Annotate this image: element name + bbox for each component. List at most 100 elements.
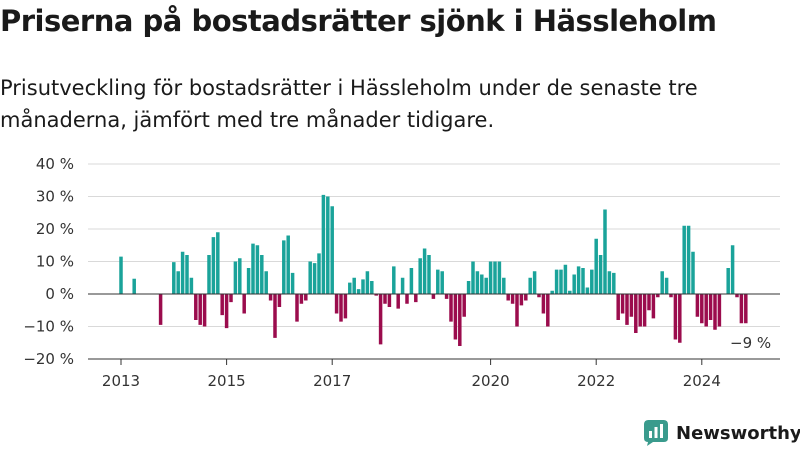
bar	[568, 290, 572, 294]
x-tick-label: 2015	[208, 372, 246, 390]
bar	[664, 277, 669, 294]
bar	[321, 194, 326, 295]
bar	[436, 269, 440, 295]
bar	[251, 243, 255, 295]
bar	[524, 294, 528, 301]
bar	[713, 294, 717, 330]
bar	[673, 294, 678, 340]
bar	[304, 294, 308, 301]
bar	[339, 294, 343, 322]
y-tick-label: 40 %	[36, 155, 74, 173]
bar	[308, 261, 312, 294]
x-axis: 2013 2015 2017 2020 2022 2024	[88, 293, 780, 390]
bar	[581, 268, 585, 294]
bar	[282, 240, 286, 295]
bar	[647, 294, 651, 311]
bar	[453, 294, 458, 340]
bar	[537, 294, 541, 298]
bar	[700, 294, 704, 324]
x-tick-label: 2020	[472, 372, 510, 390]
y-tick-label: 10 %	[36, 253, 74, 271]
bar	[620, 294, 625, 314]
bar	[726, 268, 730, 294]
bar	[554, 269, 559, 295]
bar	[198, 294, 202, 325]
bar	[585, 287, 590, 294]
bar	[493, 261, 497, 294]
bar	[238, 258, 242, 294]
bar	[563, 264, 568, 294]
bar	[480, 274, 484, 294]
bar	[704, 294, 708, 327]
bar	[409, 268, 414, 294]
bar	[669, 294, 673, 298]
y-tick-label: 20 %	[36, 220, 74, 238]
bar	[242, 294, 246, 314]
y-tick-label: 30 %	[36, 188, 74, 206]
bar	[616, 294, 620, 320]
x-tick-label: 2022	[577, 372, 615, 390]
bar	[365, 271, 370, 294]
bars	[119, 194, 748, 346]
bar	[119, 256, 123, 295]
bar	[559, 269, 563, 295]
bar	[484, 277, 488, 294]
bar	[717, 294, 722, 327]
bar	[431, 294, 436, 299]
bar	[290, 272, 295, 295]
bar	[449, 294, 453, 322]
bar	[594, 238, 598, 294]
bar	[572, 274, 576, 294]
bar	[370, 281, 374, 294]
x-tick-label: 2024	[683, 372, 721, 390]
bar	[642, 294, 647, 327]
bar	[546, 294, 550, 327]
bar	[317, 253, 321, 295]
bar	[708, 294, 713, 320]
brand-name: Newsworthy	[676, 422, 800, 444]
bar	[172, 262, 176, 294]
bar	[444, 294, 449, 299]
bar	[634, 294, 638, 333]
bar	[466, 281, 471, 294]
bar	[510, 294, 515, 304]
bar	[330, 206, 334, 294]
newsworthy-logo: Newsworthy	[644, 418, 800, 448]
bar	[383, 294, 387, 304]
bar	[268, 294, 273, 301]
bar	[488, 261, 493, 294]
bar	[312, 263, 317, 295]
bar	[211, 237, 216, 295]
bar	[374, 294, 378, 296]
bar	[629, 294, 634, 317]
bar	[396, 294, 400, 309]
bar	[352, 277, 356, 294]
bar	[207, 255, 211, 294]
bar	[176, 271, 180, 294]
bar	[180, 251, 185, 294]
bar	[598, 255, 603, 294]
bar	[682, 225, 686, 294]
y-tick-label: 0 %	[45, 285, 74, 303]
bar	[541, 294, 546, 314]
bar	[378, 294, 383, 345]
bar	[158, 294, 163, 325]
y-tick-label: −20 %	[23, 350, 74, 368]
chart-title: Priserna på bostadsrätter sjönk i Hässle…	[0, 4, 717, 38]
bar	[550, 290, 554, 294]
bar	[343, 294, 348, 319]
bar	[739, 294, 744, 324]
bar	[260, 255, 264, 294]
bar	[735, 294, 739, 298]
bar	[607, 271, 612, 294]
bar	[590, 269, 594, 295]
bar	[229, 294, 233, 303]
bar	[387, 294, 392, 307]
y-tick-label: −10 %	[23, 318, 74, 336]
bar	[414, 294, 418, 303]
bar	[224, 294, 229, 329]
bar	[194, 294, 198, 320]
bar	[462, 294, 466, 317]
bar	[528, 277, 532, 294]
bar	[656, 294, 660, 298]
